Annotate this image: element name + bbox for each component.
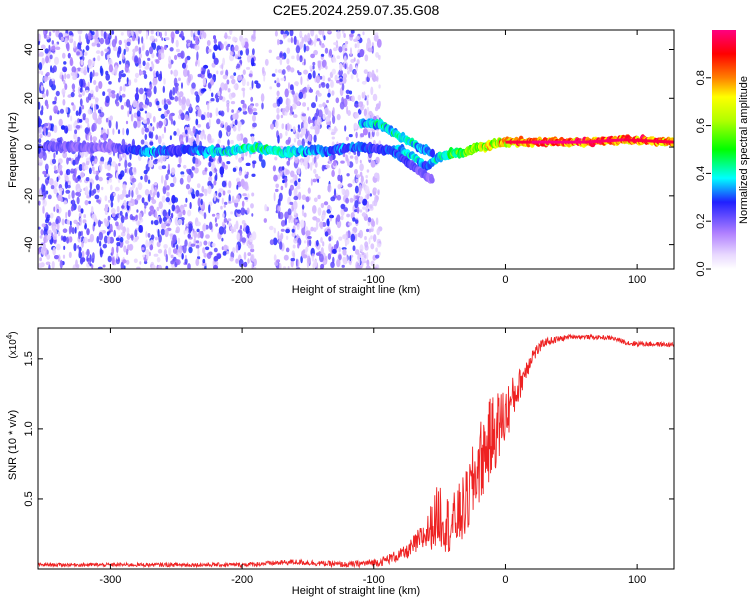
snr-x-label: Height of straight line (km) [292,585,420,597]
spectrogram-x-tick-label: 100 [628,274,646,286]
colorbar-gradient [712,30,736,269]
snr-y-tick-label: 1.0 [23,421,35,436]
colorbar-tick-label: 0.8 [695,70,707,85]
snr-plot-area [38,333,674,569]
snr-x-tick-label: -200 [231,574,253,586]
snr-y-axis: 0.5 1.0 1.5 [23,351,674,507]
snr-line [38,333,674,569]
spectrogram-x-axis: -300 -200 -100 0 100 [99,30,646,286]
snr-x-tick-label: -300 [99,574,121,586]
spectrogram-x-tick-label: -300 [99,274,121,286]
colorbar-ticks: 0.0 0.2 0.4 0.6 0.8 [695,70,711,277]
colorbar-tick-label: 0.4 [695,166,707,181]
snr-scale-label: (x104) [5,331,19,358]
stable-tone [505,138,674,144]
spectrogram-y-label: Frequency (Hz) [7,112,19,188]
spectrogram-y-tick-label: -40 [23,237,35,253]
colorbar-tick-label: 0.2 [695,214,707,229]
lower-branch [391,147,435,184]
upper-branch [358,118,435,158]
snr-y-label: SNR (10 * v/v) [7,410,19,480]
spectrogram-y-tick-label: 40 [23,43,35,55]
snr-x-axis: -300 -200 -100 0 100 [99,328,646,586]
spectrogram-y-tick-label: -20 [23,188,35,204]
snr-scale-exponent: 4 [5,334,14,339]
spectrogram-x-tick-label: -200 [231,274,253,286]
spectrogram-y-tick-label: 0 [23,144,35,150]
colorbar: 0.0 0.2 0.4 0.6 0.8 Normalized spectral ampl… [695,30,750,277]
spectrogram-y-tick-label: 20 [23,92,35,104]
snr-y-tick-label: 0.5 [23,491,35,506]
spectrogram-noise [38,30,383,269]
snr-scale-base: (x10 [8,339,19,359]
spectrogram-x-tick-label: -100 [363,274,385,286]
snr-x-tick-label: -100 [363,574,385,586]
spectrogram-frame [37,29,675,270]
snr-panel: -300 -200 -100 0 100 0.5 1.0 1.5 Height of str… [5,327,675,597]
spectrogram-y-axis: -40 -20 0 20 40 [23,43,674,253]
colorbar-tick-label: 0.6 [695,118,707,133]
snr-frame [37,327,675,570]
snr-x-tick-label: 0 [502,574,508,586]
snr-y-tick-label: 1.5 [23,351,35,366]
spectrogram-area [38,30,674,269]
colorbar-tick-label: 0.0 [695,261,707,276]
figure-title: C2E5.2024.259.07.35.G08 [273,2,440,18]
snr-x-tick-label: 100 [628,574,646,586]
colorbar-label: Normalized spectral amplitude [738,76,750,224]
spectrogram-x-tick-label: 0 [502,274,508,286]
spectrogram-x-label: Height of straight line (km) [292,284,420,296]
